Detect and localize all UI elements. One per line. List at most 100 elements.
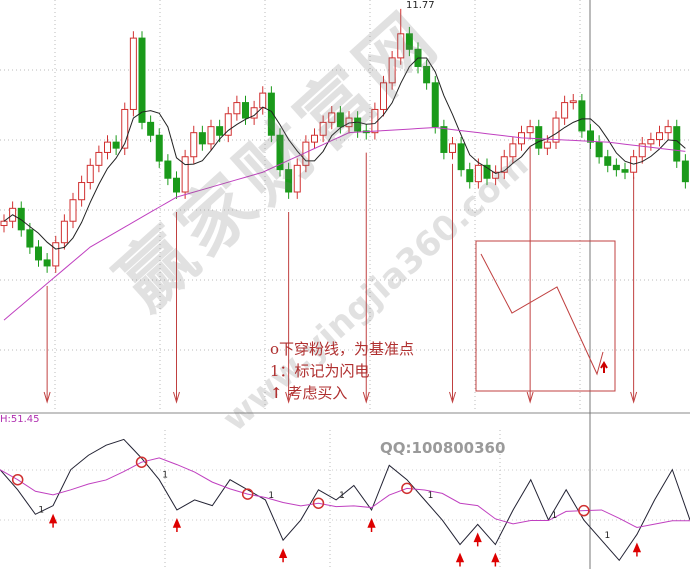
- candle-body: [242, 102, 249, 119]
- candle-body: [405, 33, 413, 50]
- cross-circle-marker: [11, 473, 24, 486]
- signal-arrow-head: [630, 391, 638, 404]
- candle-body: [423, 65, 431, 84]
- candle-body: [474, 164, 482, 183]
- candle-body: [216, 126, 224, 136]
- signal-arrow-head: [285, 391, 293, 404]
- legend-line-buy: ↑ 考虑买入: [270, 384, 348, 402]
- candle-body: [43, 259, 51, 267]
- candle-body: [449, 143, 456, 153]
- candle-body: [190, 132, 198, 158]
- candle-body: [612, 164, 620, 171]
- cross-circle-marker: [312, 497, 325, 509]
- signal-arrow-head: [362, 391, 370, 404]
- cross-circle-marker: [241, 488, 254, 500]
- red-arrow-icon: ↑: [270, 384, 283, 402]
- buy-arrow-icon: [48, 513, 58, 528]
- candle-body: [535, 126, 543, 149]
- candle-body: [457, 143, 465, 171]
- legend-line-flash: 1：标记为闪电: [270, 362, 370, 380]
- buy-arrow-icon: [473, 532, 482, 547]
- candle-body: [155, 134, 163, 162]
- buy-arrow-icon: [367, 518, 376, 532]
- candle-body: [681, 160, 689, 183]
- candle-body: [26, 229, 34, 248]
- flash-marker: 1: [428, 491, 434, 501]
- flash-marker: 1: [268, 491, 274, 501]
- candle-body: [181, 156, 189, 193]
- indicator-signal-line: [0, 457, 690, 529]
- ma-long-line: [3, 127, 686, 321]
- candle-body: [95, 151, 103, 166]
- candle-body: [164, 160, 172, 179]
- buy-arrow-icon: [455, 552, 465, 567]
- candle-body: [104, 141, 111, 153]
- candle-body: [483, 164, 491, 179]
- candle-body: [224, 113, 232, 136]
- candle-body: [440, 126, 448, 153]
- ma-short-line: [3, 57, 686, 250]
- candle-body: [466, 169, 474, 183]
- inset-box: [475, 240, 616, 392]
- buy-arrow-icon: [632, 542, 642, 557]
- candle-body: [595, 141, 603, 158]
- legend-line-circle: o下穿粉线，为基准点: [270, 340, 415, 358]
- candle-body: [397, 33, 405, 59]
- annotation-legend: o下穿粉线，为基准点 1：标记为闪电 ↑ 考虑买入: [270, 338, 414, 404]
- indicator-header: H:51.45: [0, 414, 40, 425]
- candle-body: [509, 143, 517, 158]
- candle-body: [121, 108, 129, 149]
- candle-body: [638, 143, 646, 158]
- flash-marker: 1: [38, 505, 44, 515]
- candle-body: [285, 169, 293, 193]
- candle-body: [173, 177, 180, 193]
- candle-body: [129, 37, 137, 110]
- cross-circle-marker: [401, 482, 413, 495]
- candle-body: [578, 100, 586, 132]
- candle-body: [647, 139, 655, 145]
- candle-body: [267, 92, 275, 136]
- candle-body: [552, 117, 560, 143]
- candle-body: [0, 220, 8, 227]
- candle-body: [35, 246, 42, 261]
- signal-arrow-head: [449, 391, 456, 404]
- candle-body: [60, 220, 68, 244]
- candle-body: [543, 141, 551, 149]
- candle-body: [526, 126, 534, 134]
- candle-body: [319, 121, 327, 136]
- candle-body: [656, 132, 663, 141]
- candle-body: [311, 134, 318, 143]
- candle-body: [673, 126, 681, 162]
- candle-body: [388, 57, 396, 84]
- candle-body: [380, 82, 387, 110]
- candle-body: [276, 134, 284, 171]
- candle-body: [569, 100, 577, 104]
- flash-marker: 1: [605, 531, 611, 541]
- candle-body: [69, 199, 77, 222]
- buy-arrow-icon: [172, 518, 182, 532]
- peak-price-label: 11.77: [405, 0, 436, 11]
- flash-marker: 1: [339, 491, 345, 501]
- candle-body: [207, 126, 215, 145]
- buy-arrow-icon: [491, 552, 500, 567]
- candle-body: [561, 102, 569, 119]
- flash-marker: 1: [162, 471, 168, 481]
- candle-body: [664, 126, 672, 134]
- candle-body: [86, 164, 94, 184]
- candle-body: [500, 156, 508, 173]
- candle-body: [431, 82, 439, 128]
- candle-body: [138, 37, 146, 123]
- signal-arrow-head: [173, 391, 180, 404]
- buy-arrow-icon: [278, 548, 288, 563]
- signal-arrow-head: [526, 391, 534, 404]
- candle-body: [354, 117, 362, 132]
- candle-body: [17, 207, 25, 231]
- candle-body: [233, 102, 241, 115]
- candle-body: [112, 141, 120, 149]
- candle-body: [328, 112, 336, 123]
- inset-arrow-icon: [600, 361, 608, 373]
- signal-arrow-head: [43, 391, 51, 404]
- candle-body: [147, 121, 155, 136]
- candle-body: [198, 132, 206, 145]
